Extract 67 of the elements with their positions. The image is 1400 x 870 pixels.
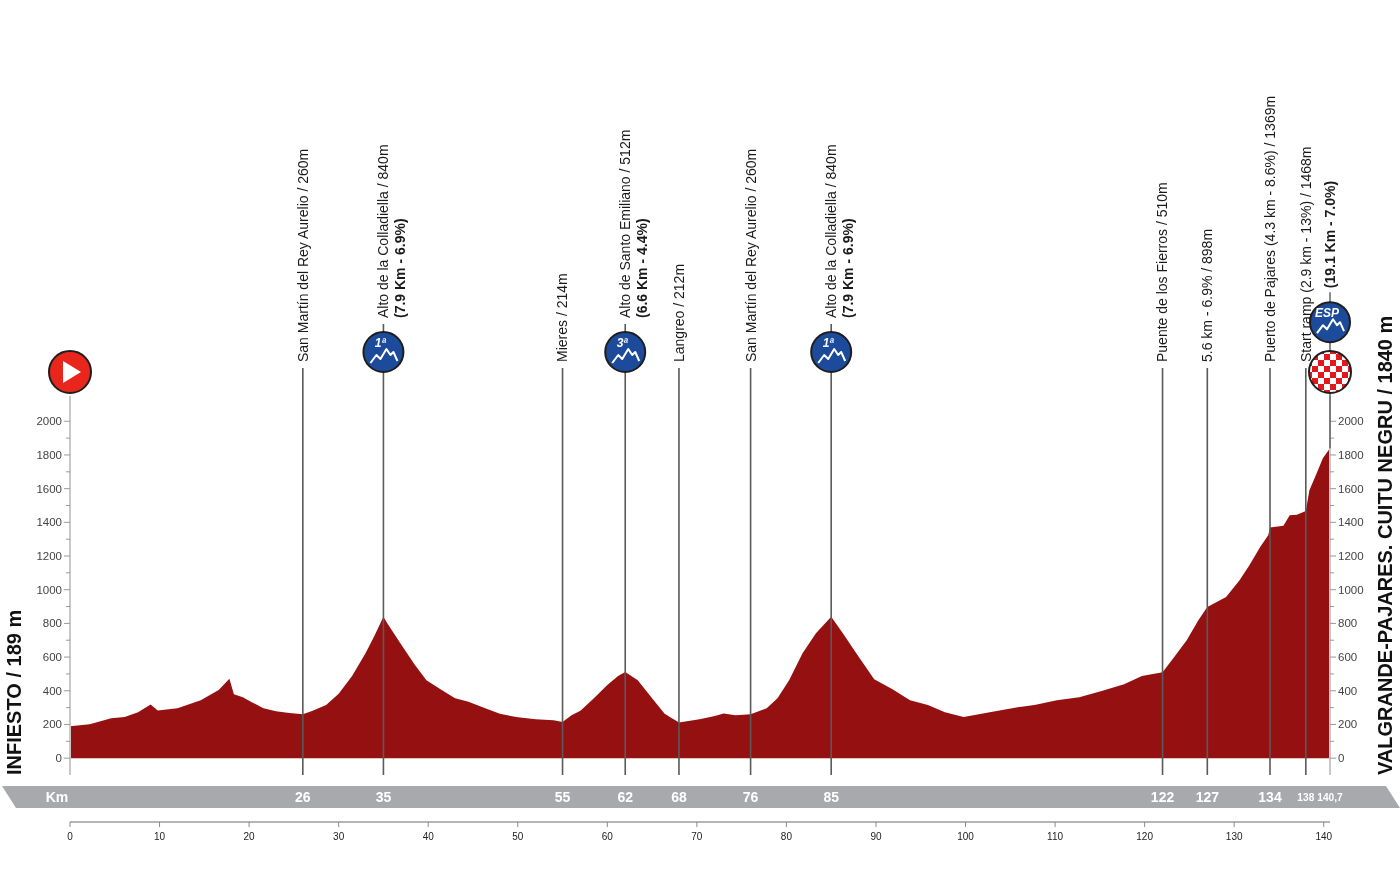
x2-tick-label: 140,7	[1317, 791, 1344, 803]
x-tick-label: 90	[870, 830, 882, 842]
y2-tick-label: 400	[1338, 684, 1358, 697]
y2-axis-title: VALGRANDE-PAJARES. CUITU NEGRU / 1840 m	[1374, 315, 1396, 775]
x-tick-label: 70	[691, 830, 703, 842]
y-tick-label: 200	[42, 718, 62, 731]
y2-tick-label: 1200	[1338, 550, 1364, 563]
y-tick-label: 600	[42, 651, 62, 664]
x-tick-label: 60	[601, 830, 614, 842]
x-tick-label: 140	[1315, 830, 1333, 842]
y2-tick-label: 1400	[1338, 516, 1364, 529]
x2-tick-label: 138	[1297, 791, 1315, 803]
y-tick-label: 1000	[36, 583, 62, 596]
x2-tick-label: 122	[1150, 788, 1175, 805]
x2-tick-label: 55	[554, 788, 571, 805]
x2-tick-label: 76	[742, 788, 759, 805]
x2-axis-title: Km	[45, 788, 69, 805]
ref-line-label: Langreo / 212m	[670, 263, 687, 362]
ref-line-label: Puerto de Pajares (4.3 km - 8.6%) / 1369m	[1261, 95, 1278, 362]
ref-line-label: Puente de los Fierros / 510m	[1154, 182, 1171, 362]
ref-line-label: 5.6 km - 6.9% / 898m	[1199, 228, 1216, 362]
y2-tick-label: 1600	[1338, 482, 1364, 495]
x2-tick-label: 127	[1195, 788, 1220, 805]
ref-line-label: Mieres / 214m	[554, 273, 571, 362]
x2-tick-label: 35	[375, 788, 392, 805]
y2-tick-label: 1000	[1338, 583, 1364, 596]
ref-line-label: Alto de la Colladiella / 840m (7.9 Km - 6.9%)	[823, 144, 857, 318]
x-tick-label: 10	[153, 830, 166, 842]
text: ESP	[1314, 306, 1340, 321]
x2-tick-label: 85	[823, 788, 840, 805]
y2-tick-label: 2000	[1338, 415, 1364, 428]
x2-tick-label: 134	[1258, 788, 1282, 805]
x-tick-label: 120	[1136, 830, 1154, 842]
y-tick-label: 1600	[36, 482, 62, 495]
x-tick-label: 20	[243, 830, 256, 842]
ref-line-label: Alto de la Colladiella / 840m (7.9 Km - 6.9%)	[375, 144, 409, 318]
x-tick-label: 30	[333, 830, 345, 842]
y-tick-label: 400	[42, 684, 62, 697]
ref-line-label: Alto de Santo Emiliano / 512m (6.6 Km - 4.4%)	[617, 129, 651, 318]
x-tick-label: 40	[422, 830, 435, 842]
y2-tick-label: 0	[1338, 752, 1345, 765]
y2-tick-label: 1800	[1338, 448, 1364, 461]
x-tick-label: 0	[67, 830, 74, 842]
y2-tick-label: 600	[1338, 651, 1358, 664]
x-tick-label: 130	[1225, 830, 1243, 842]
y-tick-label: 1800	[36, 448, 62, 461]
x2-tick-label: 62	[617, 788, 634, 805]
ref-line-label: San Martín del Rey Aurelio / 260m	[294, 148, 311, 362]
y-tick-label: 1400	[36, 516, 62, 529]
y-tick-label: 0	[55, 752, 62, 765]
annotation: (19.1 Km - 7.0%)	[1321, 180, 1338, 289]
text: 1ª	[822, 336, 835, 350]
y-axis-title: INFIESTO / 189 m	[3, 609, 25, 775]
text: 3ª	[616, 336, 629, 350]
x-tick-label: 110	[1047, 830, 1064, 842]
x2-tick-label: 26	[295, 788, 311, 805]
x-tick-label: 80	[780, 830, 793, 842]
y2-tick-label: 200	[1338, 718, 1358, 731]
x-tick-label: 50	[512, 830, 524, 842]
y-tick-label: 1200	[36, 550, 62, 563]
y-tick-label: 800	[42, 617, 62, 630]
y2-tick-label: 800	[1338, 617, 1358, 630]
text: 1ª	[374, 336, 387, 350]
ref-line-label: San Martín del Rey Aurelio / 260m	[742, 148, 759, 362]
y-tick-label: 2000	[36, 415, 62, 428]
x-tick-label: 100	[957, 830, 975, 842]
x2-tick-label: 68	[671, 788, 687, 805]
